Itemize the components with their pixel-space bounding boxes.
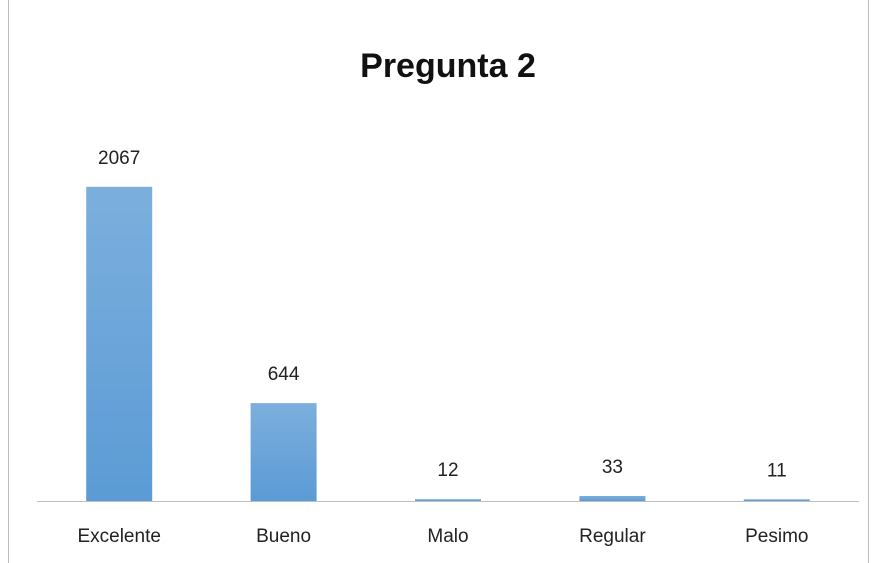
x-tick-label: Excelente	[77, 526, 160, 547]
x-tick-label: Regular	[579, 526, 646, 547]
bar	[579, 495, 646, 501]
data-label: 12	[437, 460, 458, 481]
bar	[250, 403, 317, 501]
chart-title: Pregunta 2	[360, 47, 536, 85]
chart-frame	[8, 0, 869, 563]
data-label: 33	[602, 457, 623, 478]
bar	[86, 186, 153, 502]
bar	[415, 499, 481, 501]
data-label: 11	[767, 460, 787, 481]
x-tick-label: Bueno	[256, 526, 311, 547]
bar	[743, 499, 810, 501]
data-label: 2067	[98, 148, 140, 169]
data-label: 644	[268, 364, 300, 385]
x-tick-label: Pesimo	[745, 526, 808, 547]
x-tick-label: Malo	[427, 526, 468, 547]
